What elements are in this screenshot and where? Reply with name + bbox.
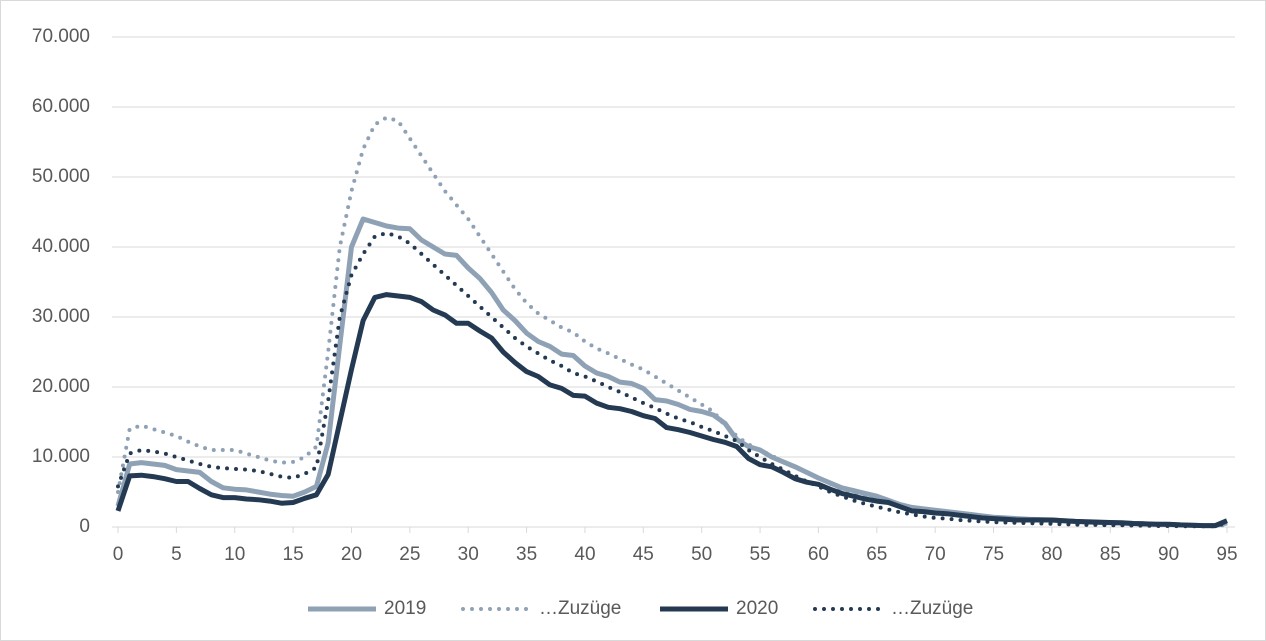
legend-label: …Zuzüge bbox=[539, 598, 621, 619]
x-tick-label: 70 bbox=[925, 544, 946, 565]
x-tick-label: 60 bbox=[808, 544, 829, 565]
legend-label: 2020 bbox=[736, 598, 778, 619]
y-tick-label: 30.000 bbox=[32, 306, 90, 327]
legend-label: …Zuzüge bbox=[891, 598, 973, 619]
x-tick-label: 25 bbox=[399, 544, 420, 565]
x-tick-label: 20 bbox=[341, 544, 362, 565]
x-tick-label: 90 bbox=[1158, 544, 1179, 565]
y-tick-label: 10.000 bbox=[32, 446, 90, 467]
x-tick-label: 30 bbox=[458, 544, 479, 565]
x-tick-label: 5 bbox=[171, 544, 182, 565]
x-tick-label: 0 bbox=[113, 544, 124, 565]
x-tick-label: 85 bbox=[1100, 544, 1121, 565]
x-tick-label: 55 bbox=[749, 544, 770, 565]
x-tick-label: 10 bbox=[224, 544, 245, 565]
y-tick-label: 70.000 bbox=[32, 26, 90, 47]
x-tick-label: 15 bbox=[283, 544, 304, 565]
y-tick-label: 20.000 bbox=[32, 376, 90, 397]
x-tick-label: 65 bbox=[866, 544, 887, 565]
y-tick-label: 0 bbox=[79, 516, 90, 537]
series-line bbox=[115, 292, 1228, 529]
legend-label: 2019 bbox=[384, 598, 426, 619]
x-tick-label: 75 bbox=[983, 544, 1004, 565]
y-tick-label: 60.000 bbox=[32, 96, 90, 117]
x-tick-label: 35 bbox=[516, 544, 537, 565]
y-tick-label: 50.000 bbox=[32, 166, 90, 187]
y-tick-label: 40.000 bbox=[32, 236, 90, 257]
x-tick-label: 95 bbox=[1216, 544, 1237, 565]
x-tick-label: 45 bbox=[633, 544, 654, 565]
x-tick-label: 80 bbox=[1041, 544, 1062, 565]
x-tick-label: 50 bbox=[691, 544, 712, 565]
x-tick-label: 40 bbox=[574, 544, 595, 565]
series-line bbox=[116, 230, 1229, 529]
